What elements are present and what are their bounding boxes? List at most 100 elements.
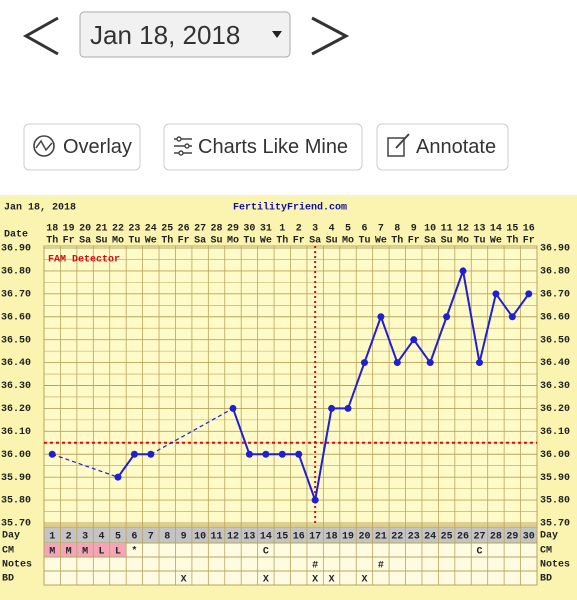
days-cell: 5	[115, 532, 121, 543]
prev-arrow[interactable]	[22, 16, 59, 56]
temperature-point	[344, 404, 352, 412]
charts-like-mine-button[interactable]: Charts Like Mine	[163, 123, 363, 171]
notes-cell: #	[378, 561, 384, 572]
weekday-label: We	[490, 236, 502, 247]
weekday-label: Mo	[112, 236, 124, 247]
row-label: Notes	[2, 560, 32, 571]
annotate-icon	[395, 133, 410, 149]
date-label: 24	[145, 224, 157, 235]
cm-cell: M	[82, 547, 88, 558]
temperature-point	[262, 450, 270, 458]
weekday-label: Sa	[79, 236, 91, 247]
y-tick-label: 36.20	[540, 404, 570, 415]
temperature-point	[492, 290, 500, 298]
weekday-label: Th	[506, 235, 518, 247]
days-cell: 15	[276, 532, 288, 543]
gap-line	[150, 407, 234, 455]
cm-cell	[93, 543, 110, 557]
bd-cell: X	[312, 575, 318, 586]
days-cell: 6	[131, 532, 137, 543]
days-cell: 20	[358, 532, 370, 543]
date-label: 29	[227, 224, 239, 235]
row-label: Day	[540, 531, 558, 542]
date-label: 9	[411, 224, 417, 235]
cm-cell: M	[49, 547, 55, 558]
weekday-label: Tu	[128, 236, 140, 247]
button-box[interactable]	[163, 123, 363, 171]
dropdown-caret	[272, 31, 282, 38]
bd-cell: X	[263, 575, 269, 586]
days-cell: 28	[490, 532, 502, 543]
weekday-label: Su	[211, 236, 223, 247]
temperature-point	[508, 313, 516, 321]
date-label: 20	[79, 224, 91, 235]
weekday-label: Fr	[178, 236, 190, 247]
days-cell: 22	[391, 532, 403, 543]
date-label: 31	[260, 224, 272, 235]
date-label: 2	[296, 224, 302, 235]
date-label: 14	[490, 224, 502, 235]
days-cell: 3	[82, 532, 88, 543]
date-label: 8	[394, 224, 400, 235]
temperature-point	[114, 473, 122, 481]
days-cell: 23	[408, 532, 420, 543]
temperature-point	[229, 404, 237, 412]
days-cell: 29	[506, 532, 518, 543]
weekday-label: We	[145, 236, 157, 247]
date-label: 30	[243, 224, 255, 235]
row-label: CM	[2, 546, 14, 557]
annotate-button[interactable]: Annotate	[376, 123, 509, 171]
weekday-label: Fr	[63, 236, 75, 247]
weekday-label: Su	[96, 236, 108, 247]
temperature-point	[278, 450, 286, 458]
days-cell: 26	[457, 532, 469, 543]
date-label: 7	[378, 224, 384, 235]
days-cell: 21	[375, 532, 387, 543]
temperature-point	[426, 359, 434, 367]
date-label: 10	[424, 224, 436, 235]
button-box[interactable]	[376, 123, 509, 171]
cm-cell: C	[476, 547, 482, 558]
cm-cell	[44, 543, 61, 557]
next-arrow[interactable]	[311, 16, 350, 56]
gap-line	[52, 453, 119, 478]
days-cell: 17	[309, 532, 321, 543]
y-tick-label: 36.10	[540, 427, 570, 438]
days-cell: 24	[424, 532, 436, 543]
y-tick-label: 36.70	[1, 289, 31, 300]
dropdown-box[interactable]	[79, 11, 291, 58]
temperature-point	[295, 450, 303, 458]
y-tick-label: 36.90	[540, 244, 570, 255]
y-tick-label: 35.90	[1, 473, 31, 484]
y-tick-label: 36.10	[1, 427, 31, 438]
cm-cell	[60, 543, 77, 557]
weekday-label: Th	[46, 235, 58, 247]
temperature-point	[410, 336, 418, 344]
date-dropdown[interactable]: Jan 18, 2018	[79, 11, 291, 58]
weekday-label: We	[260, 236, 272, 247]
cm-cell: C	[263, 547, 269, 558]
date-label: 3	[312, 224, 318, 235]
weekday-label: Tu	[358, 236, 370, 247]
date-label: 6	[361, 224, 367, 235]
overlay-button[interactable]: Overlay	[23, 123, 141, 171]
days-cell: 19	[342, 532, 354, 543]
cm-cell: L	[115, 547, 121, 558]
days-cell: 4	[99, 532, 105, 543]
button-box[interactable]	[23, 123, 141, 171]
y-tick-label: 36.50	[540, 335, 570, 346]
y-tick-label: 36.20	[1, 404, 31, 415]
button-label: Overlay	[63, 136, 132, 158]
weekday-label: Th	[276, 235, 288, 247]
y-tick-label: 35.80	[540, 496, 570, 507]
chart: Jan 18, 2018 FertilityFriend.com Date Day Da…	[1, 202, 570, 586]
date-label: 16	[523, 224, 535, 235]
site-name: FertilityFriend.com	[233, 202, 347, 214]
y-tick-label: 36.50	[1, 335, 31, 346]
cm-cell: L	[99, 547, 105, 558]
y-tick-label: 36.90	[1, 244, 31, 255]
cm-cell: *	[131, 546, 137, 558]
date-label: 19	[63, 224, 75, 235]
weekday-label: Fr	[523, 236, 535, 247]
y-tick-label: 36.40	[1, 358, 31, 369]
